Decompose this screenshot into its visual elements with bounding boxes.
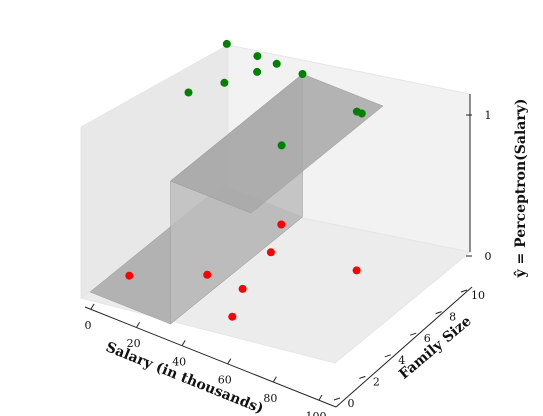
data-point-s1-4 <box>238 284 247 293</box>
y-tick-4 <box>384 354 391 358</box>
step-surface <box>89 73 384 325</box>
data-point-s0-1 <box>253 52 262 61</box>
x-tick-label: 0 <box>85 319 92 332</box>
x-tick-20 <box>136 321 141 328</box>
data-point-s0-7 <box>277 141 286 150</box>
y-tick-8 <box>435 311 442 315</box>
axis-lines: 020406080100024681001 <box>85 94 492 416</box>
x-tick-40 <box>181 340 186 346</box>
y-tick-label: 4 <box>398 354 405 367</box>
data-points <box>125 39 366 321</box>
x-tick-label: 60 <box>218 374 232 387</box>
x-axis-line <box>84 306 337 408</box>
data-point-s0-2 <box>253 67 262 76</box>
y-tick-label: 6 <box>424 332 431 345</box>
y-tick-label: 8 <box>449 311 456 324</box>
data-point-s0-4 <box>298 70 307 78</box>
x-tick-label: 100 <box>306 410 327 416</box>
data-point-s0-3 <box>272 59 281 68</box>
data-point-s1-6 <box>352 266 361 275</box>
data-point-s1-5 <box>228 312 237 321</box>
surface-upper-plane <box>170 73 384 214</box>
data-point-s1-3 <box>266 248 275 257</box>
y-tick-label: 0 <box>348 397 355 410</box>
data-point-s0-9 <box>357 109 366 118</box>
y-axis-label: Family Size <box>396 313 475 383</box>
data-point-s0-0 <box>222 39 231 48</box>
x-tick-label: 80 <box>263 392 277 405</box>
x-tick-0 <box>90 303 95 310</box>
data-point-s1-1 <box>203 270 212 279</box>
y-axis-line <box>335 286 473 408</box>
y-tick-label: 2 <box>373 375 380 388</box>
x-tick-label: 40 <box>172 355 186 368</box>
z-tick-label: 0 <box>485 250 492 263</box>
y-tick-0 <box>333 397 341 401</box>
x-tick-100 <box>318 394 323 401</box>
data-point-s0-6 <box>184 88 193 97</box>
z-axis-label: ŷ = Perceptron(Salary) <box>512 99 529 279</box>
y-tick-6 <box>410 332 417 336</box>
y-tick-label: 10 <box>471 289 485 302</box>
data-point-s0-5 <box>220 78 229 87</box>
data-point-s1-0 <box>125 271 134 280</box>
y-tick-2 <box>359 375 366 379</box>
z-tick-label: 1 <box>485 109 492 122</box>
x-tick-label: 20 <box>127 337 141 350</box>
y-tick-10 <box>460 289 468 293</box>
x-axis-label: Salary (in thousands) <box>103 339 265 416</box>
x-tick-80 <box>272 376 277 383</box>
data-point-s1-2 <box>277 220 286 229</box>
x-tick-60 <box>227 358 232 364</box>
